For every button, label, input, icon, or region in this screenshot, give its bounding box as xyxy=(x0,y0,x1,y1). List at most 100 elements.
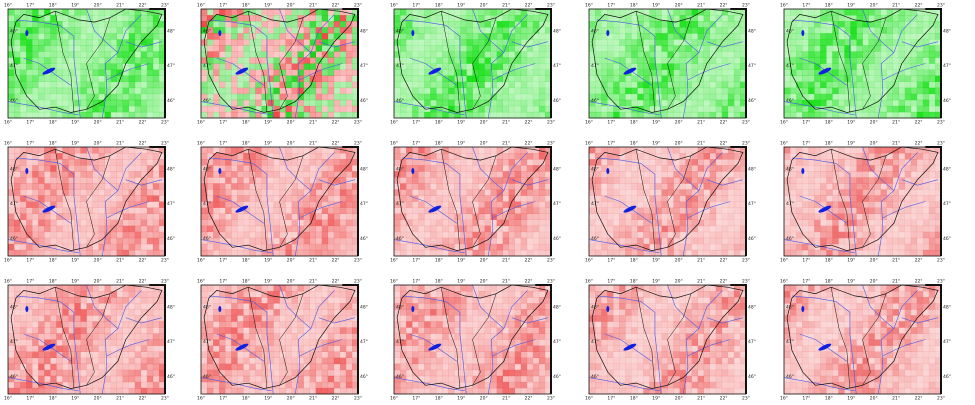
grid-cell xyxy=(50,63,57,70)
grid-cell xyxy=(249,231,256,239)
grid-cell xyxy=(595,147,602,154)
grid-cell xyxy=(406,189,413,196)
grid-cell xyxy=(808,219,815,227)
grid-cell xyxy=(910,81,918,89)
grid-cell xyxy=(613,27,620,34)
grid-cell xyxy=(297,69,304,76)
grid-cell xyxy=(922,45,930,52)
grid-cell xyxy=(935,105,942,113)
grid-cell xyxy=(832,93,839,101)
grid-cell xyxy=(514,15,522,22)
grid-cell xyxy=(255,147,262,154)
grid-cell xyxy=(916,93,924,101)
grid-cell xyxy=(231,201,238,208)
grid-cell xyxy=(697,15,704,22)
grid-cell xyxy=(721,27,729,34)
grid-cell xyxy=(261,39,268,46)
grid-cell xyxy=(868,165,875,172)
lon-tick-label: 20° xyxy=(675,120,683,126)
grid-cell xyxy=(50,15,57,22)
grid-cell xyxy=(709,237,717,245)
grid-cell xyxy=(520,9,528,16)
grid-cell xyxy=(691,81,698,89)
grid-cell xyxy=(243,39,250,46)
grid-cell xyxy=(315,21,322,28)
grid-cell xyxy=(514,195,522,202)
grid-cell xyxy=(637,39,644,46)
grid-cell xyxy=(116,33,123,40)
grid-cell xyxy=(601,153,608,160)
grid-cell xyxy=(50,153,57,160)
grid-cell xyxy=(478,87,485,95)
grid-cell xyxy=(201,225,208,233)
grid-cell xyxy=(140,63,148,70)
grid-cell xyxy=(110,201,117,208)
grid-cell xyxy=(20,237,27,245)
grid-cell xyxy=(412,243,419,251)
grid-cell xyxy=(655,27,662,34)
region-border xyxy=(667,17,692,110)
grid-cell xyxy=(625,87,632,95)
grid-cell xyxy=(201,105,208,113)
grid-cell xyxy=(691,57,698,64)
grid-cell xyxy=(502,177,509,184)
grid-cell xyxy=(721,177,729,184)
grid-cell xyxy=(784,207,791,214)
grid-cell xyxy=(814,75,821,82)
grid-cell xyxy=(430,75,437,82)
grid-cell xyxy=(98,207,105,214)
grid-cell xyxy=(273,219,280,227)
grid-cell xyxy=(98,93,105,101)
grid-cell xyxy=(231,177,238,184)
grid-cell xyxy=(892,189,899,196)
grid-cell xyxy=(231,153,238,160)
grid-cell xyxy=(50,45,57,52)
grid-cell xyxy=(207,87,214,95)
grid-cell xyxy=(740,105,747,113)
grid-cell xyxy=(8,27,15,34)
grid-cell xyxy=(140,105,148,113)
lake xyxy=(218,29,222,36)
grid-cell xyxy=(32,21,39,28)
grid-cell xyxy=(508,87,515,95)
grid-cell xyxy=(92,249,99,257)
grid-cell xyxy=(484,183,491,190)
grid-cell xyxy=(667,39,674,46)
grid-cell xyxy=(892,207,899,214)
grid-cell xyxy=(643,153,650,160)
grid-cell xyxy=(279,189,286,196)
grid-cell xyxy=(910,105,918,113)
grid-cell xyxy=(231,147,238,154)
grid-cell xyxy=(613,213,620,220)
grid-cell xyxy=(14,81,21,89)
grid-cell xyxy=(8,81,15,89)
river xyxy=(687,201,731,219)
grid-cell xyxy=(279,213,286,220)
grid-cell xyxy=(697,45,704,52)
grid-cell xyxy=(874,63,881,70)
grid-cell xyxy=(838,243,845,251)
grid-cell xyxy=(904,237,912,245)
grid-cell xyxy=(255,195,262,202)
grid-cell xyxy=(496,15,503,22)
grid-cell xyxy=(526,99,534,107)
grid-cell xyxy=(219,9,226,16)
grid-cell xyxy=(74,159,81,166)
grid-cell xyxy=(285,165,292,172)
grid-cell xyxy=(62,171,69,178)
grid-cell xyxy=(868,63,875,70)
grid-cell xyxy=(418,213,425,220)
grid-cell xyxy=(655,39,662,46)
grid-cell xyxy=(796,57,803,64)
grid-cell xyxy=(442,189,449,196)
grid-cell xyxy=(315,195,322,202)
grid-cell xyxy=(68,57,75,64)
grid-cell xyxy=(589,69,596,76)
grid-cell xyxy=(285,105,292,113)
grid-cell xyxy=(231,207,238,214)
grid-cell xyxy=(32,81,39,89)
grid-cell xyxy=(122,183,129,190)
lon-tick-label: 20° xyxy=(94,120,102,126)
river xyxy=(299,63,343,81)
grid-cell xyxy=(601,243,608,251)
